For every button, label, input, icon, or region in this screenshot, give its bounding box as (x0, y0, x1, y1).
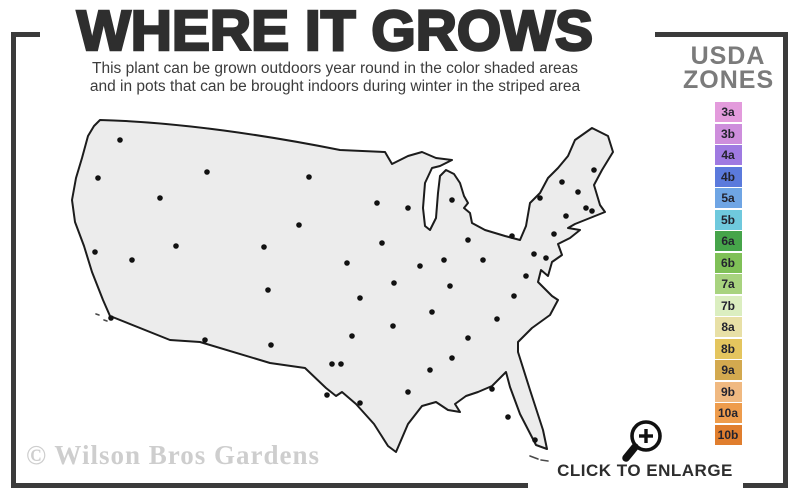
city-marker (268, 342, 274, 348)
city-marker (374, 200, 380, 206)
legend-zone-swatch-6a: 6a (714, 231, 742, 251)
city-marker (427, 367, 433, 373)
small-islands (95, 313, 549, 462)
usda-zones-legend: USDA ZONES 3a 3b 4a 4b 5a 5b 6a 6b 7a 7b 8a 8b 9a 9b 1… (683, 44, 773, 446)
frame-top-left-segment (11, 32, 40, 37)
legend-zone-swatch-5a: 5a (714, 188, 742, 208)
legend-zone-swatch-10a: 10a (714, 403, 742, 423)
city-marker (265, 287, 271, 293)
city-marker (204, 169, 210, 175)
city-marker (441, 257, 447, 263)
legend-zone-swatch-7b: 7b (714, 295, 742, 316)
city-marker (357, 295, 363, 301)
city-marker (480, 257, 486, 263)
frame-right-segment (783, 32, 788, 488)
legend-zone-swatch-5b: 5b (714, 209, 742, 230)
city-marker (329, 361, 335, 367)
legend-zone-swatch-9a: 9a (714, 360, 742, 380)
city-marker (559, 179, 565, 185)
city-marker (357, 400, 363, 406)
city-marker (449, 355, 455, 361)
city-marker (157, 195, 163, 201)
legend-title-line-1: USDA (690, 42, 766, 70)
city-marker (537, 195, 543, 201)
city-marker (129, 257, 135, 263)
legend-zone-swatch-8b: 8b (714, 338, 742, 359)
legend-zone-swatch-3b: 3b (714, 123, 742, 144)
city-marker (583, 205, 589, 211)
city-marker (379, 240, 385, 246)
city-marker (511, 293, 517, 299)
city-marker (531, 251, 537, 257)
city-marker (92, 249, 98, 255)
frame-bottom-right-segment (743, 483, 788, 488)
city-marker (349, 333, 355, 339)
city-marker (551, 231, 557, 237)
city-marker (589, 208, 595, 214)
legend-title-line-2: ZONES (683, 66, 775, 94)
city-marker (108, 315, 114, 321)
city-marker (344, 260, 350, 266)
usda-zone-map[interactable] (40, 108, 640, 468)
page-title: WHERE IT GROWS (76, 0, 595, 64)
legend-zone-swatch-3a: 3a (714, 102, 742, 122)
legend-zone-swatch-6b: 6b (714, 252, 742, 273)
city-marker (429, 309, 435, 315)
city-marker (296, 222, 302, 228)
city-marker (465, 335, 471, 341)
frame-top-right-segment (655, 32, 788, 37)
city-marker (390, 323, 396, 329)
city-marker (447, 283, 453, 289)
click-to-enlarge-button[interactable]: CLICK TO ENLARGE (557, 461, 733, 480)
city-marker (563, 213, 569, 219)
city-marker (417, 263, 423, 269)
city-marker (543, 255, 549, 261)
magnifier-plus-icon[interactable] (617, 410, 669, 466)
city-marker (95, 175, 101, 181)
city-marker (117, 137, 123, 143)
city-marker (306, 174, 312, 180)
legend-title: USDA ZONES (683, 42, 775, 94)
city-marker (202, 337, 208, 343)
watermark: © Wilson Bros Gardens (26, 440, 320, 470)
city-marker (465, 237, 471, 243)
city-marker (261, 244, 267, 250)
legend-zone-swatch-8a: 8a (714, 317, 742, 337)
subtitle-line-1: This plant can be grown outdoors year ro… (92, 60, 578, 77)
frame-bottom-left-segment (11, 483, 528, 488)
city-marker (509, 233, 515, 239)
legend-zone-swatch-4b: 4b (714, 166, 742, 187)
city-marker (532, 437, 538, 443)
city-marker (173, 243, 179, 249)
city-marker (391, 280, 397, 286)
us-outline-stroke (71, 119, 614, 453)
city-marker (494, 316, 500, 322)
city-marker (489, 386, 495, 392)
legend-zone-swatch-7a: 7a (714, 274, 742, 294)
frame-left-segment (11, 32, 16, 488)
legend-zone-swatch-10b: 10b (714, 424, 742, 445)
city-marker (591, 167, 597, 173)
city-marker (338, 361, 344, 367)
city-marker (505, 414, 511, 420)
city-markers (92, 137, 597, 443)
city-marker (324, 392, 330, 398)
legend-swatch-column: 3a 3b 4a 4b 5a 5b 6a 6b 7a 7b 8a 8b 9a 9b 10a 10b (683, 102, 773, 445)
city-marker (523, 273, 529, 279)
city-marker (405, 389, 411, 395)
subtitle: This plant can be grown outdoors year ro… (20, 60, 650, 96)
city-marker (449, 197, 455, 203)
subtitle-line-2: and in pots that can be brought indoors … (89, 78, 581, 95)
legend-zone-swatch-4a: 4a (714, 145, 742, 165)
city-marker (405, 205, 411, 211)
legend-zone-swatch-9b: 9b (714, 381, 742, 402)
city-marker (575, 189, 581, 195)
